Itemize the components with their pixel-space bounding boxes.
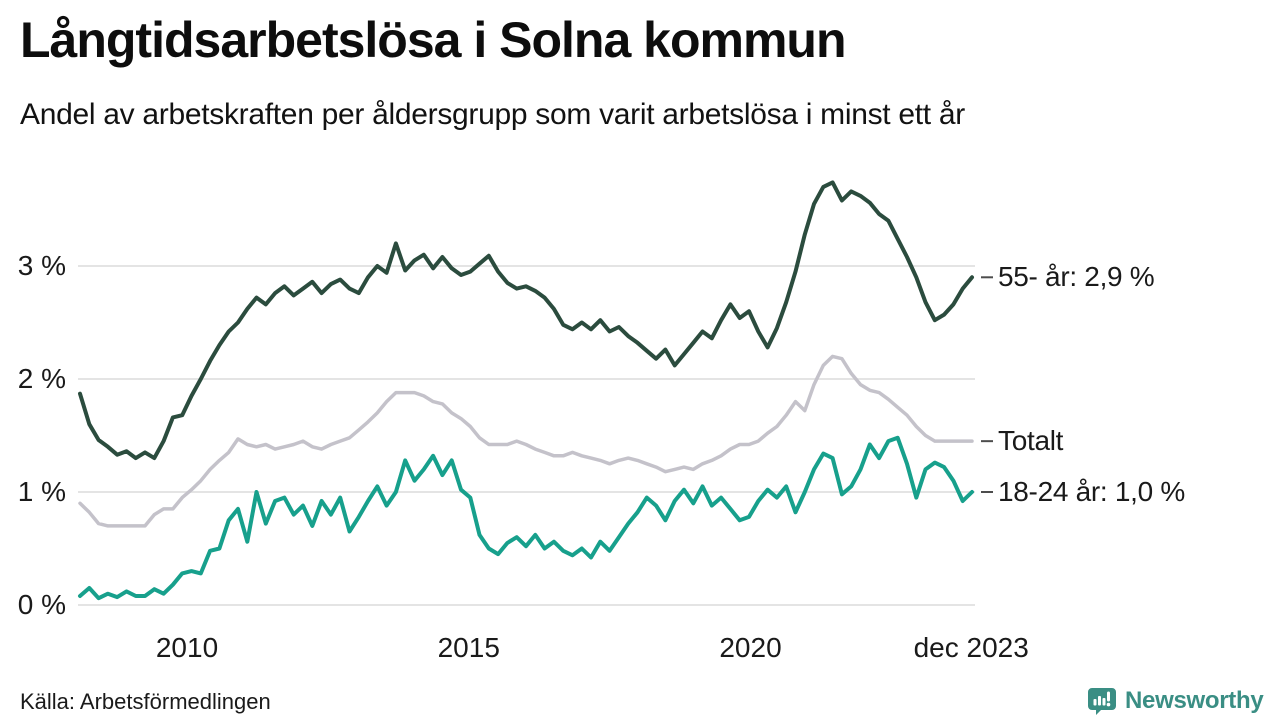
x-tick-label: dec 2023 xyxy=(913,632,1029,663)
series-end-label: 18-24 år: 1,0 % xyxy=(998,476,1185,507)
exclamation-icon xyxy=(1107,691,1110,702)
x-tick-label: 2020 xyxy=(719,632,782,663)
series-line-Totalt xyxy=(78,354,974,528)
y-tick-label: 3 % xyxy=(17,250,66,281)
y-tick-label: 2 % xyxy=(17,363,66,394)
source-note: Källa: Arbetsförmedlingen xyxy=(20,689,271,714)
page-subtitle: Andel av arbetskraften per åldersgrupp s… xyxy=(20,98,965,131)
series-line-55-r xyxy=(78,180,974,461)
x-tick-label: 2015 xyxy=(437,632,500,663)
end-ticks xyxy=(981,276,993,493)
newsworthy-logo-text: Newsworthy xyxy=(1125,687,1264,714)
page-title: Långtidsarbetslösa i Solna kommun xyxy=(20,12,846,68)
newsworthy-logo-icon xyxy=(1088,688,1116,715)
series-end-label: 55- år: 2,9 % xyxy=(998,261,1155,293)
bar-chart-icon xyxy=(1093,699,1097,706)
x-tick-label: 2010 xyxy=(155,632,219,663)
y-tick-label: 1 % xyxy=(17,476,66,507)
series-line-18-24-r xyxy=(78,435,974,601)
newsworthy-logo: Newsworthy xyxy=(1087,686,1264,716)
series-end-label: Totalt xyxy=(998,425,1064,457)
y-tick-label: 0 % xyxy=(17,589,66,620)
gridlines xyxy=(78,265,975,606)
series-lines xyxy=(78,180,974,601)
